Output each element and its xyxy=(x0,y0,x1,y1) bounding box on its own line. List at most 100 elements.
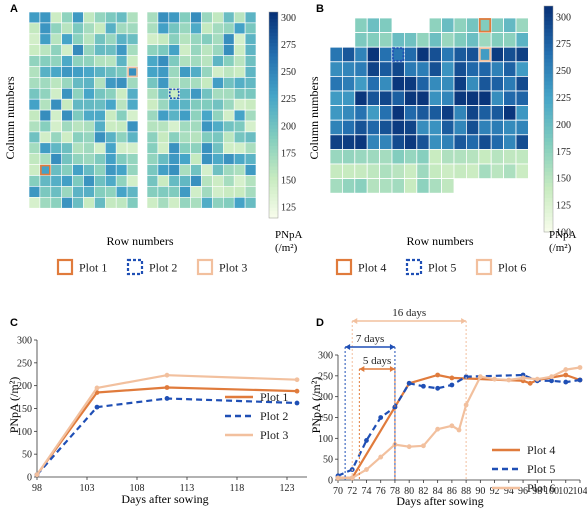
heatmap-cell xyxy=(233,164,246,176)
heatmap-cell xyxy=(72,66,84,78)
heatmap-cell xyxy=(168,11,181,24)
heatmap-cell xyxy=(403,61,418,77)
heatmap-cell xyxy=(190,44,202,56)
heatmap-cell xyxy=(146,175,159,187)
x-tick-label: 98 xyxy=(32,483,42,494)
heatmap-cell xyxy=(50,66,62,78)
y-tick-label: 50 xyxy=(22,450,32,461)
colorbar-segment xyxy=(544,24,553,30)
colorbar-segment xyxy=(544,134,553,139)
heatmap-cell xyxy=(105,44,117,56)
heatmap-cell xyxy=(244,142,257,155)
heatmap-cell xyxy=(201,197,213,209)
heatmap-cell xyxy=(115,22,128,35)
colorbar-segment xyxy=(544,73,553,79)
legend-label: Plot 2 xyxy=(149,261,177,275)
heatmap-cell xyxy=(465,105,480,121)
heatmap-cell xyxy=(179,33,191,45)
colorbar-segment xyxy=(269,90,278,95)
heatmap-cell xyxy=(126,109,139,122)
heatmap-cell xyxy=(50,175,62,187)
heatmap-cell xyxy=(329,105,343,121)
heatmap-cell xyxy=(50,11,62,24)
heatmap-cell xyxy=(233,77,246,89)
heatmap-cell xyxy=(465,76,480,92)
colorbar-segment xyxy=(544,62,553,67)
heatmap-cell xyxy=(212,77,224,89)
heatmap-cell xyxy=(115,98,128,111)
colorbar-segment xyxy=(269,118,278,123)
heatmap-cell xyxy=(157,120,170,133)
heatmap-cell xyxy=(212,98,224,111)
heatmap-cell xyxy=(126,142,139,155)
heatmap-cell xyxy=(223,11,235,24)
heatmap-cell xyxy=(201,77,213,89)
colorbar-segment xyxy=(544,54,553,60)
colorbar-tick-label: 275 xyxy=(556,39,571,50)
heatmap-cell xyxy=(83,131,95,144)
colorbar-segment xyxy=(269,149,278,154)
data-point xyxy=(378,415,384,420)
heatmap-cell xyxy=(490,134,505,150)
heatmap-cell xyxy=(94,98,106,111)
colorbar-segment xyxy=(544,171,553,176)
colorbar-segment xyxy=(544,160,553,165)
heatmap-cell xyxy=(428,32,443,48)
heatmap-cell xyxy=(233,98,246,111)
heatmap-cell xyxy=(428,76,443,92)
colorbar-segment xyxy=(544,28,553,33)
heatmap-cell xyxy=(168,142,181,155)
heatmap-cell xyxy=(146,186,159,198)
heatmap-cell xyxy=(441,148,455,165)
heatmap-cell xyxy=(179,98,191,111)
data-point xyxy=(34,472,40,478)
heatmap-cell xyxy=(379,90,393,107)
heatmap-cell xyxy=(94,109,106,122)
heatmap-cell xyxy=(28,131,41,144)
heatmap-cell xyxy=(61,66,73,78)
x-tick-label: 80 xyxy=(404,486,414,497)
heatmap-cell xyxy=(28,164,41,176)
colorbar-segment xyxy=(269,94,278,99)
colorbar-segment xyxy=(269,173,278,178)
heatmap-cell xyxy=(403,148,418,165)
heatmap-cell xyxy=(157,88,170,100)
heatmap-cell xyxy=(515,148,529,165)
x-tick-label: 78 xyxy=(390,486,400,497)
legend-a: Plot 1 Plot 2 Plot 3 xyxy=(56,258,247,276)
heatmap-cell xyxy=(428,61,443,77)
heatmap-cell xyxy=(244,66,257,78)
colorbar-segment xyxy=(544,198,553,203)
heatmap-cell xyxy=(190,77,202,89)
heatmap-cell xyxy=(379,119,393,136)
heatmap-cell xyxy=(39,197,52,209)
colorbar-segment xyxy=(269,111,278,116)
heatmap-cell xyxy=(105,22,117,35)
heatmap-cell xyxy=(503,76,517,92)
heatmap-cell xyxy=(146,131,159,144)
colorbar-segment xyxy=(544,100,553,105)
heatmap-cell xyxy=(416,148,430,165)
heatmap-cell xyxy=(416,90,430,107)
heatmap-cell xyxy=(441,105,455,121)
heatmap-cell xyxy=(453,61,467,77)
heatmap-cell xyxy=(212,142,224,155)
heatmap-cell xyxy=(126,175,139,187)
heatmap-cell xyxy=(83,22,95,35)
heatmap-cell xyxy=(72,77,84,89)
heatmap-cell xyxy=(115,131,128,144)
legend-label: Plot 6 xyxy=(527,481,555,495)
heatmap-cell xyxy=(212,11,224,24)
heatmap-cell xyxy=(244,98,257,111)
colorbar-segment xyxy=(269,159,278,164)
heatmap-cell xyxy=(72,153,84,165)
heatmap-cell xyxy=(428,148,443,165)
heatmap-cell xyxy=(39,120,52,133)
heatmap-cell xyxy=(61,120,73,133)
data-point xyxy=(449,423,455,429)
heatmap-cell xyxy=(105,77,117,89)
heatmap-cell xyxy=(190,197,202,209)
heatmap-cell xyxy=(94,88,106,100)
heatmap-cell xyxy=(50,197,62,209)
heatmap-cell xyxy=(329,134,343,150)
